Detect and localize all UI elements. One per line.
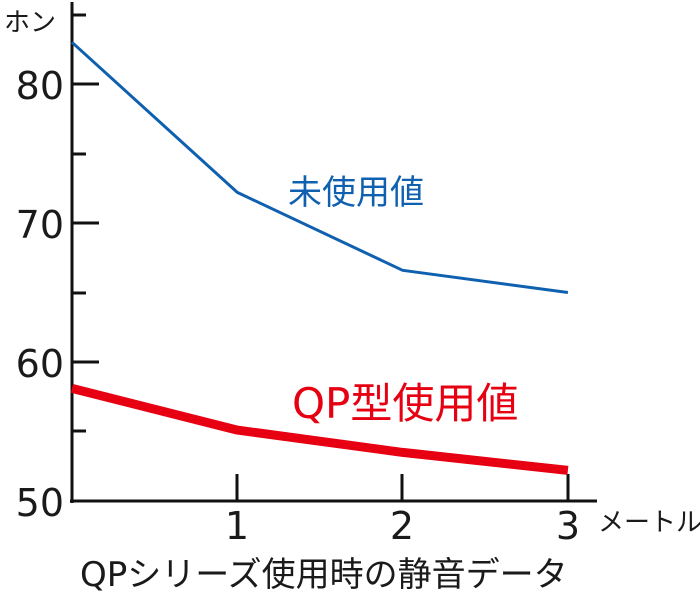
y-tick-label-60: 60 [15,342,64,386]
x-ticks [235,474,570,501]
y-axis-unit-label: ホン [4,8,57,38]
y-ticks [72,13,99,433]
y-tick-label-50: 50 [15,481,64,525]
series-line-unused [70,41,569,294]
y-tick-label-70: 70 [15,203,64,247]
y-tick-label-80: 80 [15,64,64,108]
x-tick-label-1: 1 [224,504,250,548]
series-label-qp: QP型使用値 [292,379,519,428]
series-line-qp [70,384,569,475]
x-tick-label-3: 3 [555,504,581,548]
x-axis-unit-label: メートル [598,508,700,538]
series-label-unused: 未使用値 [288,173,424,213]
x-tick-label-2: 2 [389,504,415,548]
chart-title: QPシリーズ使用時の静音データ [80,555,568,595]
